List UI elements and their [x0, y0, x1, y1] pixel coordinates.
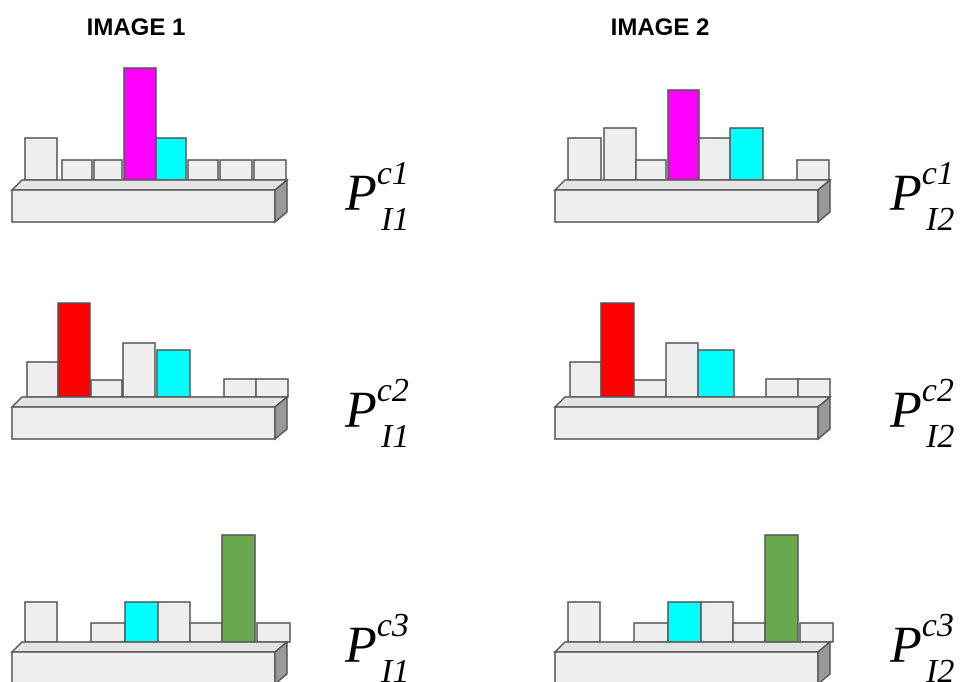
bar — [730, 128, 763, 180]
column-header: IMAGE 2 — [611, 14, 710, 41]
platform-top — [12, 397, 287, 407]
label: Pc3 I1 — [344, 607, 409, 682]
bar — [698, 350, 734, 397]
bar — [604, 128, 636, 180]
bar — [27, 362, 58, 397]
platform-top — [555, 180, 830, 190]
bar — [699, 138, 730, 180]
label-sub: I1 — [380, 201, 409, 238]
bar — [125, 602, 158, 642]
bar — [797, 160, 829, 180]
bar — [224, 379, 256, 397]
platform-front — [555, 652, 818, 682]
bar — [25, 138, 57, 180]
bar — [254, 160, 286, 180]
bar — [766, 379, 798, 397]
platform-front — [555, 190, 818, 222]
bar — [220, 160, 252, 180]
column-header: IMAGE 1 — [87, 14, 186, 41]
label-sub: I2 — [925, 418, 954, 455]
bar — [256, 379, 288, 397]
platform-top — [12, 180, 287, 190]
label-base: P — [344, 165, 377, 222]
label-sup: c2 — [922, 372, 954, 409]
bar — [157, 350, 190, 397]
bar — [62, 160, 92, 180]
label: Pc3 I2 — [889, 607, 954, 682]
platform-front — [12, 190, 275, 222]
bar — [634, 623, 668, 642]
bar — [666, 343, 698, 397]
bar — [91, 623, 125, 642]
bar — [568, 138, 601, 180]
label-sup: c2 — [377, 372, 409, 409]
bar — [91, 380, 122, 397]
label: Pc2 I1 — [344, 372, 409, 455]
label-base: P — [889, 617, 922, 674]
bar — [156, 138, 186, 180]
bar — [798, 379, 830, 397]
label-base: P — [889, 165, 922, 222]
platform-top — [12, 642, 287, 652]
bar — [601, 303, 634, 397]
bar — [124, 68, 156, 180]
bar — [257, 623, 290, 642]
platform-top — [555, 642, 830, 652]
label-sup: c3 — [377, 607, 409, 644]
bar — [190, 623, 222, 642]
bar — [158, 602, 190, 642]
bar — [568, 602, 600, 642]
platform-front — [12, 652, 275, 682]
bar — [25, 602, 57, 642]
bar — [58, 303, 90, 397]
label-base: P — [889, 382, 922, 439]
label: Pc1 I1 — [344, 155, 409, 238]
label-sup: c1 — [922, 155, 954, 192]
bar — [765, 535, 798, 642]
bar — [733, 623, 765, 642]
bar — [636, 160, 666, 180]
bar — [188, 160, 218, 180]
diagram: IMAGE 1 IMAGE 2 Pc1I1Pc1I2Pc2I1Pc2I2Pc3I… — [0, 0, 980, 682]
label: Pc2 I2 — [889, 372, 954, 455]
bar — [570, 362, 601, 397]
bar — [668, 90, 699, 180]
label-sup: c1 — [377, 155, 409, 192]
label-sub: I2 — [925, 653, 954, 682]
label-sub: I1 — [380, 653, 409, 682]
bar — [123, 343, 155, 397]
bar — [222, 535, 255, 642]
platform-top — [555, 397, 830, 407]
label-sub: I1 — [380, 418, 409, 455]
bar — [800, 623, 833, 642]
platform-front — [12, 407, 275, 439]
bar — [701, 602, 733, 642]
label-base: P — [344, 617, 377, 674]
label: Pc1 I2 — [889, 155, 954, 238]
label-sub: I2 — [925, 201, 954, 238]
platform-front — [555, 407, 818, 439]
label-base: P — [344, 382, 377, 439]
bar — [94, 160, 122, 180]
label-sup: c3 — [922, 607, 954, 644]
bar — [668, 602, 701, 642]
bar — [634, 380, 666, 397]
